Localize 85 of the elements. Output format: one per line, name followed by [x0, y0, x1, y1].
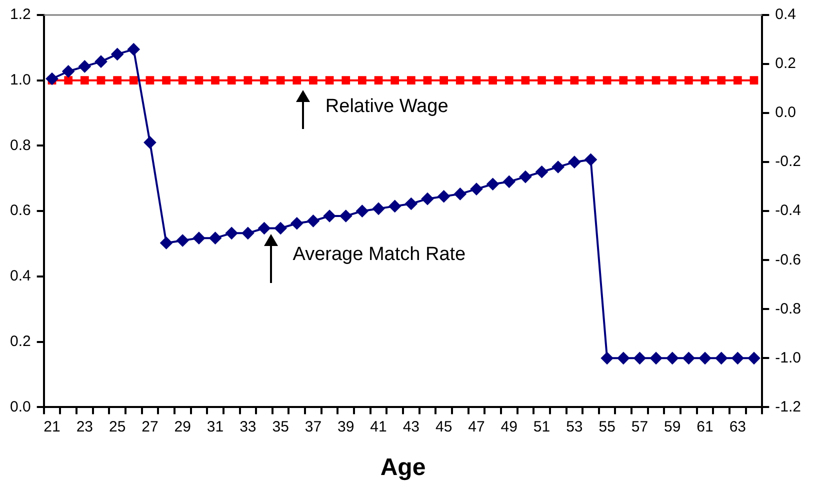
point [454, 188, 466, 200]
x-tick-label: 61 [696, 418, 714, 436]
x-tick-label: 25 [108, 418, 126, 436]
point [46, 72, 58, 85]
y2-tick-label: -0.2 [775, 153, 802, 170]
point [552, 160, 564, 173]
point [62, 65, 74, 78]
point [128, 43, 140, 56]
x-tick-label: 35 [272, 418, 289, 436]
point [258, 222, 270, 234]
y-tick-label: 0.8 [10, 136, 31, 154]
point [160, 236, 172, 249]
annotation: Average Match Rate [292, 244, 466, 266]
y2-tick-label: -1.0 [775, 349, 802, 366]
y2-tick-label: -0.8 [775, 300, 802, 318]
point [486, 178, 499, 190]
x-tick-label: 41 [370, 418, 387, 436]
point [144, 136, 156, 148]
point [682, 352, 695, 364]
point [568, 156, 580, 168]
point [438, 190, 450, 202]
point [307, 214, 320, 227]
point [421, 192, 434, 205]
point [666, 352, 678, 364]
y-tick-label: 0.2 [10, 332, 31, 350]
point [405, 198, 418, 210]
point [226, 227, 238, 240]
point [715, 352, 728, 364]
point [699, 352, 712, 364]
point [94, 56, 107, 68]
point [732, 352, 744, 364]
point [324, 210, 336, 222]
point [388, 200, 401, 212]
point [748, 352, 760, 364]
point [470, 183, 482, 196]
point [209, 232, 222, 244]
point [503, 176, 516, 188]
x-tick-label: 31 [206, 418, 224, 436]
point [519, 170, 532, 183]
y2-tick-label: 0.4 [775, 6, 796, 24]
x-tick-label: 21 [44, 418, 60, 436]
point [176, 234, 189, 247]
point [372, 202, 385, 215]
y-tick-label: 0.4 [10, 268, 31, 285]
x-tick-label: 51 [533, 418, 550, 436]
point [617, 352, 630, 364]
x-tick-label: 49 [500, 418, 518, 436]
x-tick-label: 53 [566, 418, 583, 436]
x-tick-label: 23 [76, 418, 94, 436]
x-tick-label: 45 [435, 418, 452, 436]
point [536, 166, 548, 178]
x-tick-label: 59 [664, 418, 681, 436]
point [601, 352, 614, 364]
x-tick-label: 37 [304, 418, 322, 436]
x-tick-label: 33 [240, 418, 256, 436]
y2-tick-label: -0.4 [775, 202, 802, 220]
point [356, 205, 368, 218]
point [111, 48, 124, 60]
y-tick-label: 1.2 [10, 6, 31, 24]
y2-tick-label: -1.2 [775, 398, 802, 416]
y-tick-label: 0.0 [10, 398, 31, 416]
y2-tick-label: 0.2 [775, 55, 796, 72]
point [290, 217, 303, 230]
x-tick-label: 55 [598, 418, 616, 436]
point [242, 227, 254, 240]
y2-tick-label: 0.0 [775, 104, 796, 122]
point [274, 222, 287, 234]
y-tick-label: 1.0 [10, 72, 31, 89]
x-tick-label: 27 [142, 418, 158, 436]
point [634, 352, 646, 364]
point [78, 60, 91, 72]
x-tick-label: 57 [631, 418, 648, 436]
x-tick-label: 47 [468, 418, 485, 436]
x-tick-label: 39 [338, 418, 354, 436]
x-tick-label: 43 [402, 418, 420, 436]
point [650, 352, 662, 364]
y-tick-label: 0.6 [10, 202, 31, 220]
x-axis-title: Age [380, 454, 426, 482]
point [584, 154, 597, 166]
point [192, 232, 205, 244]
annotation: Relative Wage [325, 96, 448, 118]
point [340, 210, 352, 222]
y2-tick-label: -0.6 [775, 251, 802, 268]
x-tick-label: 63 [729, 418, 746, 436]
x-tick-label: 29 [174, 418, 191, 436]
